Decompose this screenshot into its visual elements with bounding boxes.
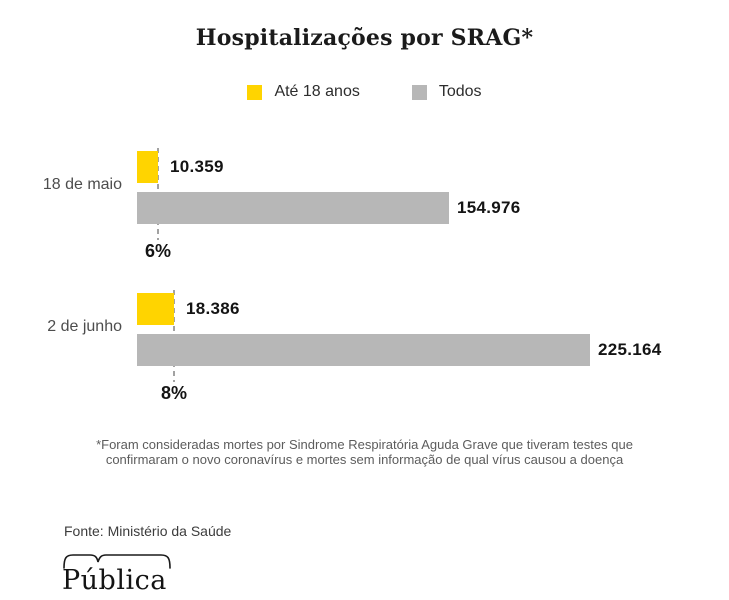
bar-group-18-de-maio: 18 de maio 10.359 154.976 6%: [0, 148, 729, 262]
legend-label-todos: Todos: [438, 83, 482, 100]
bar-area: 10.359 154.976 6%: [137, 148, 729, 262]
percent-label: 6%: [144, 241, 172, 261]
bar-todos: [137, 334, 590, 366]
publica-logo: Pública: [62, 549, 182, 596]
value-label-ate-18-anos: 10.359: [170, 157, 224, 176]
footnote-line-1: *Foram consideradas mortes por Sindrome …: [96, 437, 633, 452]
source-text: Fonte: Ministério da Saúde: [64, 523, 232, 539]
legend-item-todos: Todos: [411, 83, 482, 101]
chart-title: Hospitalizações por SRAG*: [195, 25, 534, 51]
bar-ate-18-anos: [137, 151, 158, 183]
legend-swatch-gray: [411, 84, 427, 100]
legend-swatch-yellow: [247, 84, 263, 100]
value-label-ate-18-anos: 18.386: [186, 299, 240, 318]
brace-icon: [63, 554, 171, 569]
category-label-2-de-junho: 2 de junho: [47, 318, 122, 335]
legend-label-ate-18-anos: Até 18 anos: [274, 83, 360, 100]
logo-wordmark: Pública: [62, 565, 167, 596]
bar-area: 18.386 225.164 8%: [137, 290, 729, 404]
bar-ate-18-anos: [137, 293, 174, 325]
value-label-todos: 154.976: [457, 198, 521, 217]
footnote-line-2: confirmaram o novo coronavírus e mortes …: [105, 452, 624, 467]
legend-item-ate-18-anos: Até 18 anos: [247, 83, 360, 101]
bar-group-2-de-junho: 2 de junho 18.386 225.164 8%: [0, 290, 729, 404]
category-label-18-de-maio: 18 de maio: [42, 176, 122, 193]
footnote: *Foram consideradas mortes por Sindrome …: [0, 437, 729, 467]
bar-todos: [137, 192, 449, 224]
value-label-todos: 225.164: [598, 340, 662, 359]
legend: Até 18 anos Todos: [0, 83, 729, 101]
percent-label: 8%: [160, 383, 188, 403]
